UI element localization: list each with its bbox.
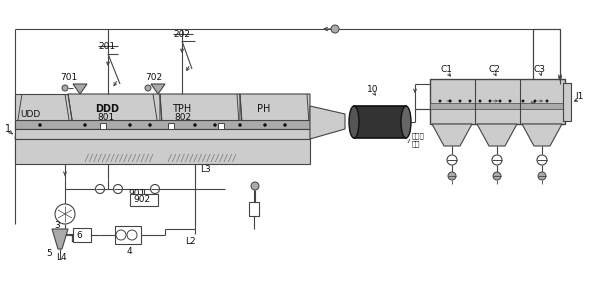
Circle shape [447,155,457,165]
Circle shape [194,124,197,126]
Circle shape [151,185,160,193]
Text: L3: L3 [200,164,211,174]
Polygon shape [240,94,310,139]
Text: 902: 902 [133,195,150,204]
Circle shape [83,124,86,126]
Text: L4: L4 [56,252,67,262]
Circle shape [439,100,441,102]
Circle shape [104,124,107,126]
Polygon shape [52,229,68,249]
Polygon shape [73,84,87,94]
Circle shape [62,85,68,91]
Text: 702: 702 [145,72,162,82]
Polygon shape [477,124,517,146]
Bar [115,226,141,244]
Circle shape [169,124,172,126]
Text: C2: C2 [488,64,500,74]
Text: 901: 901 [128,189,145,199]
Circle shape [492,155,502,165]
Circle shape [537,155,547,165]
Circle shape [95,185,104,193]
Text: 802: 802 [174,112,191,122]
Circle shape [128,124,131,126]
Bar [354,106,406,138]
Text: 6: 6 [76,231,82,239]
Text: 201: 201 [98,41,115,51]
Circle shape [509,100,511,102]
Circle shape [448,172,456,180]
Circle shape [459,100,461,102]
Bar [249,202,259,216]
Bar [15,129,310,139]
Text: L1: L1 [70,235,81,243]
Text: TPH: TPH [172,104,191,114]
Text: 4: 4 [127,247,133,256]
Text: I1: I1 [575,91,583,101]
Text: UDD: UDD [20,110,40,118]
Circle shape [55,204,75,224]
Polygon shape [522,124,562,146]
Bar [168,123,174,129]
Polygon shape [151,84,165,94]
Text: PH: PH [257,104,271,114]
Circle shape [263,124,266,126]
Polygon shape [310,106,345,139]
Text: 801: 801 [97,112,114,122]
Text: 5: 5 [46,250,52,258]
Text: DDD: DDD [95,104,119,114]
Bar [15,120,310,129]
Circle shape [546,100,548,102]
Circle shape [38,124,41,126]
Polygon shape [432,124,472,146]
Circle shape [284,124,287,126]
Text: C3: C3 [534,64,546,74]
Polygon shape [68,94,160,139]
Text: 排气: 排气 [412,141,421,147]
Circle shape [469,100,471,102]
Text: 202: 202 [173,30,190,39]
Ellipse shape [349,106,359,138]
Circle shape [149,124,152,126]
Circle shape [113,185,122,193]
Bar [430,103,565,109]
Circle shape [489,100,491,102]
Text: 701: 701 [60,72,77,82]
Circle shape [239,124,242,126]
Bar [73,228,91,242]
Circle shape [331,25,339,33]
Polygon shape [160,94,240,139]
Bar [100,123,106,129]
Circle shape [534,100,536,102]
Text: 1: 1 [5,124,11,134]
Ellipse shape [401,106,411,138]
Circle shape [251,182,259,190]
Circle shape [214,124,217,126]
Circle shape [145,85,151,91]
Bar [563,83,571,121]
Text: L2: L2 [185,237,196,247]
Circle shape [499,100,501,102]
Polygon shape [15,94,72,139]
Circle shape [479,100,481,102]
Circle shape [449,100,451,102]
Bar [15,139,310,164]
Circle shape [116,230,126,240]
Bar [130,194,158,206]
Text: 3: 3 [54,222,60,231]
Text: 10: 10 [367,85,379,93]
Bar [218,123,224,129]
Text: 排放气: 排放气 [412,133,425,139]
Circle shape [493,172,501,180]
Text: C1: C1 [440,64,452,74]
Bar [430,79,565,124]
Circle shape [127,230,137,240]
Circle shape [538,172,546,180]
Circle shape [522,100,524,102]
